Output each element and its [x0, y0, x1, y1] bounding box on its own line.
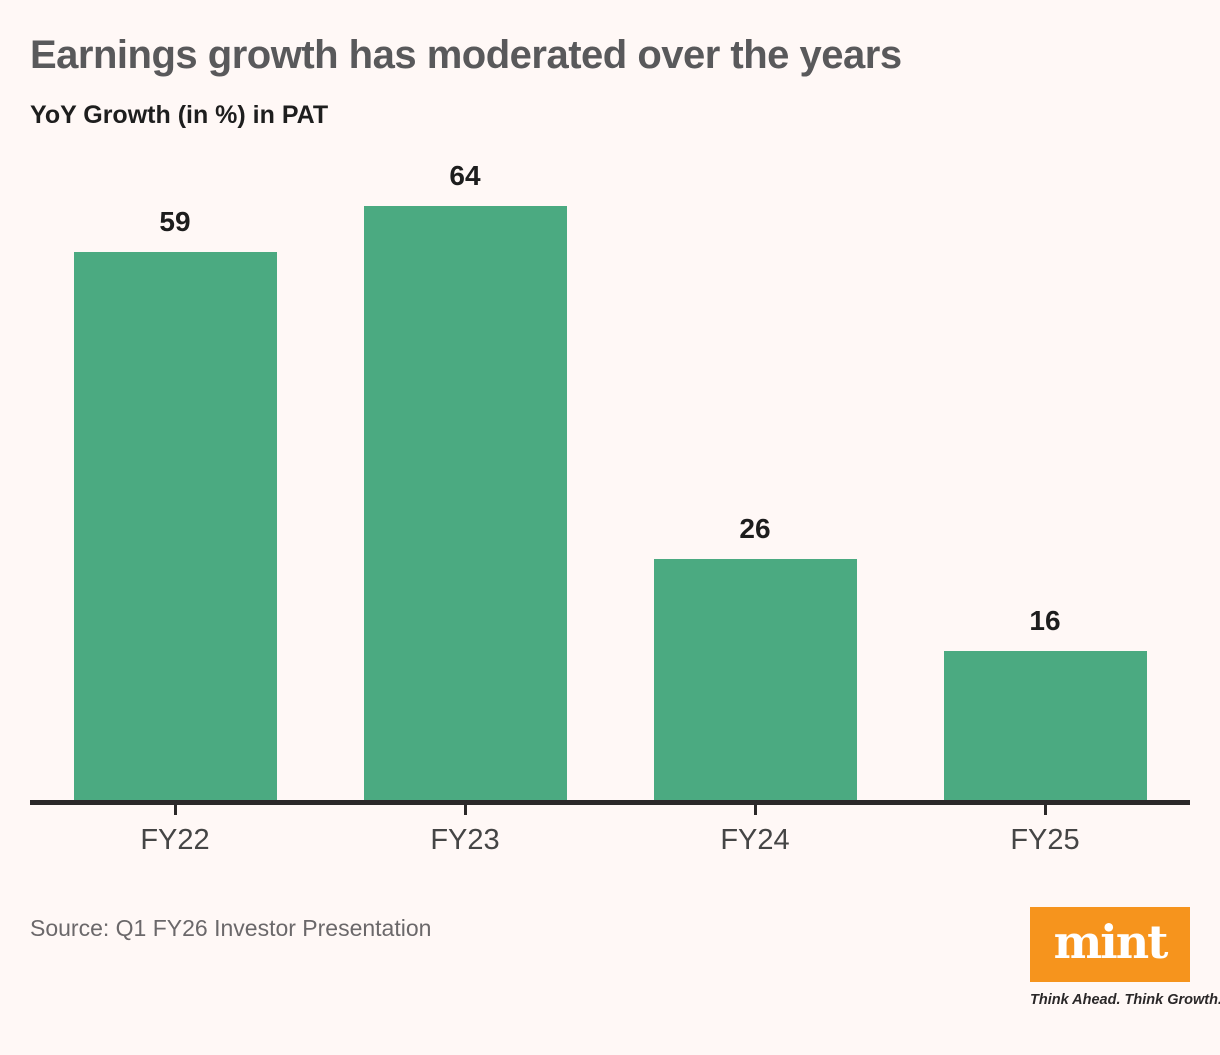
- x-axis-slot: FY24: [610, 805, 900, 857]
- bar-column-fy24: 26: [610, 150, 900, 800]
- bar-value-label: 26: [739, 512, 771, 544]
- bar-value-label: 16: [1029, 605, 1061, 637]
- bar-fy25: [943, 651, 1147, 800]
- bar-value-label: 59: [159, 206, 191, 238]
- bar-column-fy22: 59: [30, 150, 320, 800]
- x-axis-slot: FY25: [900, 805, 1190, 857]
- chart-subtitle: YoY Growth (in %) in PAT: [30, 101, 329, 129]
- x-axis-tick: [463, 805, 467, 815]
- x-axis-slot: FY22: [30, 805, 320, 857]
- bar-column-fy25: 16: [900, 150, 1190, 800]
- mint-logo: mint Think Ahead. Think Growth.: [1030, 907, 1220, 1008]
- footer: Source: Q1 FY26 Investor Presentation mi…: [30, 907, 1220, 1008]
- x-axis-slot: FY23: [320, 805, 610, 857]
- source-text: Source: Q1 FY26 Investor Presentation: [30, 915, 432, 941]
- bar-fy22: [73, 252, 277, 800]
- x-axis-tick: [173, 805, 177, 815]
- mint-wordmark: mint: [1053, 914, 1169, 969]
- bar-column-fy23: 64: [320, 150, 610, 800]
- x-axis-label-fy24: FY24: [720, 824, 790, 856]
- bar-fy23: [363, 205, 567, 800]
- x-axis-label-fy25: FY25: [1010, 824, 1080, 856]
- x-axis-label-fy22: FY22: [140, 824, 210, 856]
- page-title: Earnings growth has moderated over the y…: [30, 33, 902, 77]
- x-axis-tick: [753, 805, 757, 815]
- mint-logo-box: mint: [1030, 907, 1190, 982]
- x-axis: FY22 FY23 FY24 FY25: [30, 805, 1190, 857]
- x-axis-tick: [1043, 805, 1047, 815]
- bar-chart: 59 64 26 16: [30, 150, 1190, 805]
- mint-tagline: Think Ahead. Think Growth.: [1030, 992, 1220, 1008]
- bar-fy24: [653, 558, 857, 800]
- x-axis-label-fy23: FY23: [430, 824, 500, 856]
- bar-value-label: 64: [449, 159, 481, 191]
